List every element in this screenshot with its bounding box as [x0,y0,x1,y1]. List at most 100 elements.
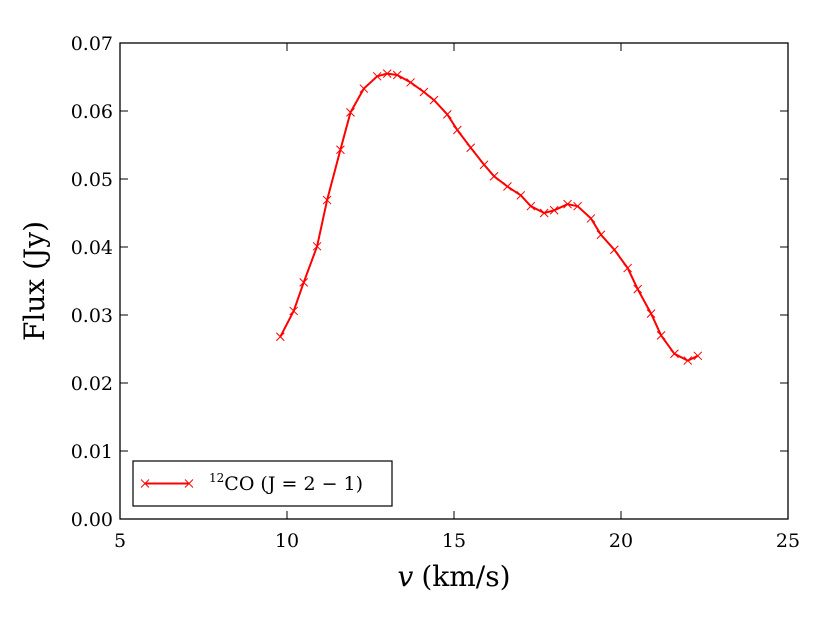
data-point-marker [646,309,656,318]
data-point-marker [623,263,633,273]
y-tick-label: 0.07 [71,33,113,55]
y-axis-title: Flux (Jy) [18,221,51,341]
x-tick-label: 25 [776,530,800,552]
legend-marker-stroke [184,479,194,488]
data-point-marker [596,230,606,240]
marker-stroke [633,284,643,294]
y-tick-label: 0.04 [71,237,113,259]
data-point-marker [526,201,536,211]
y-tick-label: 0.03 [71,305,113,327]
marker-stroke [382,69,392,78]
data-point-marker [359,84,369,93]
y-tick-label: 0.01 [71,441,113,463]
data-point-marker [563,199,572,209]
marker-stroke [429,95,439,105]
marker-stroke [596,230,606,240]
data-point-marker [289,306,299,316]
data-point-marker [275,332,285,342]
y-tick-label: 0.00 [71,509,113,531]
data-point-marker [693,351,703,361]
data-point-marker [516,190,526,200]
data-point-marker [346,108,355,117]
marker-stroke [336,145,345,155]
data-point-marker [406,78,415,87]
legend-marker-stroke [140,479,150,488]
x-axis-variable: v [398,560,414,593]
marker-stroke [563,199,572,209]
marker-stroke [489,171,499,181]
marker-stroke [609,245,619,255]
x-tick-label: 20 [609,530,633,552]
data-point-marker [466,143,476,153]
legend-markers [140,479,194,488]
marker-stroke [442,110,452,119]
marker-stroke [573,201,582,211]
marker-stroke [466,143,476,153]
legend-label: 12CO (J = 2 − 1) [209,471,363,495]
legend: 12CO (J = 2 − 1) [132,460,393,507]
data-point-marker [392,70,402,80]
marker-stroke [656,331,666,340]
marker-stroke [549,205,559,215]
data-point-marker [489,171,499,181]
marker-stroke [526,201,536,211]
x-tick-label: 5 [114,530,126,552]
data-point-marker [312,241,322,251]
data-point-marker [656,331,666,340]
data-point-marker [429,95,439,105]
data-point-marker [299,278,309,287]
marker-stroke [299,278,309,287]
marker-stroke [392,70,402,80]
marker-stroke [275,332,285,342]
data-point-marker [479,160,489,170]
data-point-marker [442,110,452,119]
marker-stroke [623,263,633,273]
marker-stroke [359,84,369,93]
marker-stroke [586,214,596,223]
x-tick-label: 10 [275,530,299,552]
x-axis-title: v (km/s) [398,560,511,593]
data-point-marker [670,349,679,359]
marker-stroke [289,306,299,316]
data-point-marker [322,195,332,205]
axis-ticks: 5 10 15 20 25 0.00 0.01 0.02 0.03 0.04 0.05 0.06 0.0… [71,33,800,552]
data-point-marker [586,214,596,223]
data-point-marker [419,87,429,97]
marker-stroke [452,125,462,135]
marker-stroke [539,208,549,218]
y-tick-label: 0.02 [71,373,113,395]
data-point-marker [683,356,693,365]
plot-frame [119,42,789,520]
marker-stroke [646,309,656,318]
series-layer [275,69,703,365]
x-tick-label: 15 [442,530,466,552]
marker-stroke [516,190,526,200]
data-point-marker [503,182,512,191]
y-tick-label: 0.05 [71,169,113,191]
data-point-marker [336,145,345,155]
data-point-marker [633,284,643,294]
legend-label-superscript: 12 [209,471,224,485]
data-point-marker [609,245,619,255]
y-tick-label: 0.06 [71,101,113,123]
marker-stroke [406,78,415,87]
data-point-marker [539,208,549,218]
data-point-marker [382,69,392,78]
series-line [279,72,699,362]
marker-stroke [670,349,679,359]
marker-stroke [322,195,332,205]
marker-stroke [479,160,489,170]
data-point-marker [573,201,582,211]
data-point-marker [549,205,559,215]
marker-stroke [346,108,355,117]
legend-label-main: CO (J = 2 − 1) [224,473,363,495]
x-axis-unit: (km/s) [421,560,510,593]
data-point-marker [372,71,382,81]
marker-stroke [372,71,382,81]
marker-stroke [312,241,322,251]
marker-stroke [693,351,703,361]
data-point-marker [452,125,462,135]
marker-stroke [419,87,429,97]
marker-stroke [503,182,512,191]
